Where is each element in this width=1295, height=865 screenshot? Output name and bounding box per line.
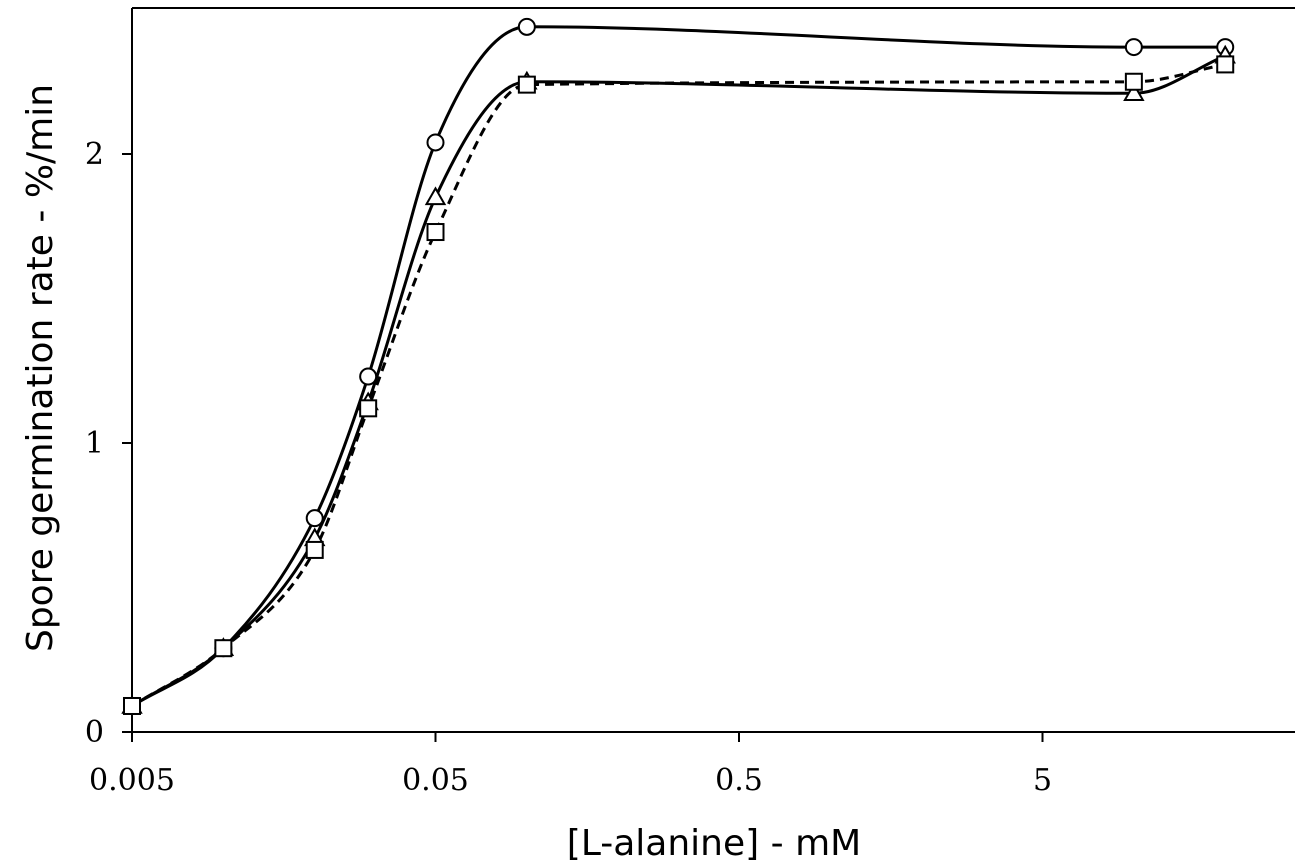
- series-markers: [121, 17, 1236, 715]
- series-line-circle: [131, 25, 1226, 708]
- data-point-square: [305, 540, 324, 559]
- data-point-square: [426, 223, 445, 242]
- x-tick-label: 0.005: [89, 763, 175, 798]
- data-point-circle: [359, 367, 378, 386]
- x-tick-label: 0.5: [715, 763, 763, 798]
- data-point-square: [1216, 55, 1235, 74]
- data-point-circle: [305, 509, 324, 528]
- y-axis-ticks: 0 1 2: [85, 137, 132, 750]
- data-point-circle: [1124, 38, 1143, 57]
- data-point-square: [1124, 72, 1143, 91]
- y-tick-label: 1: [85, 426, 104, 461]
- series-line-triangle: [131, 54, 1226, 708]
- data-point-square: [359, 399, 378, 418]
- series-line-square: [131, 62, 1226, 708]
- plot-frame: [131, 7, 1295, 733]
- y-tick-label: 0: [85, 715, 104, 750]
- y-tick-label: 2: [85, 137, 104, 172]
- data-point-circle: [426, 133, 445, 152]
- data-point-triangle: [424, 186, 447, 206]
- x-axis-ticks: 0.005 0.05 0.5 5: [89, 732, 1052, 798]
- data-point-square: [214, 639, 233, 658]
- y-axis-title: Spore germination rate - %/min: [20, 84, 61, 652]
- x-tick-label: 0.05: [402, 763, 469, 798]
- data-point-triangle: [1123, 82, 1145, 102]
- x-tick-label: 5: [1033, 763, 1052, 798]
- data-point-square: [517, 75, 536, 94]
- x-axis-title: [L-alanine] - mM: [567, 823, 861, 864]
- data-point-square: [123, 696, 141, 715]
- series-lines: [131, 25, 1226, 708]
- data-point-circle: [517, 17, 536, 36]
